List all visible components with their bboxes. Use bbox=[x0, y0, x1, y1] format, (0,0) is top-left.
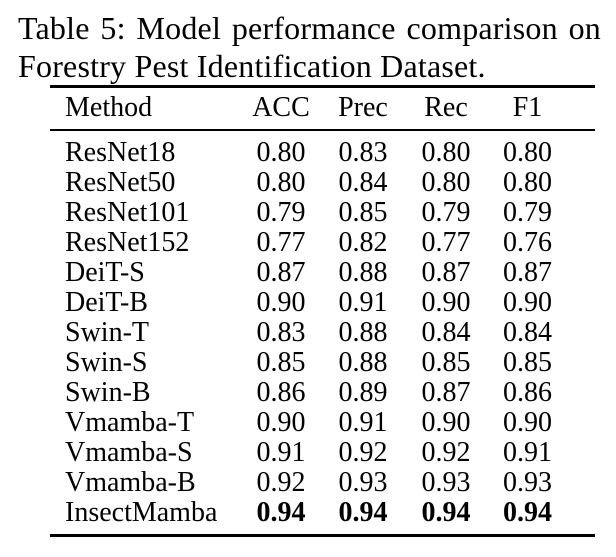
table-row: Vmamba-S 0.91 0.92 0.92 0.91 bbox=[50, 436, 595, 468]
acc-cell: 0.80 bbox=[256, 166, 306, 198]
prec-cell: 0.94 bbox=[338, 496, 388, 528]
table-row: Vmamba-T 0.90 0.91 0.90 0.90 bbox=[50, 406, 595, 438]
method-cell: DeiT-S bbox=[65, 256, 145, 288]
table-caption: Table 5: Model performance comparison on… bbox=[0, 0, 616, 85]
prec-cell: 0.91 bbox=[338, 406, 388, 438]
acc-cell: 0.90 bbox=[256, 286, 306, 318]
table-container: Method ACC Prec Rec F1 ResNet18 0.80 0.8… bbox=[50, 85, 595, 537]
header-method: Method bbox=[65, 92, 153, 124]
rec-cell: 0.90 bbox=[421, 286, 471, 318]
method-cell: ResNet101 bbox=[65, 196, 190, 228]
rec-cell: 0.87 bbox=[421, 256, 471, 288]
table-row: DeiT-S 0.87 0.88 0.87 0.87 bbox=[50, 256, 595, 288]
f1-cell: 0.90 bbox=[503, 406, 552, 438]
table-row: ResNet18 0.80 0.83 0.80 0.80 bbox=[50, 130, 595, 168]
header-rec: Rec bbox=[424, 92, 468, 124]
f1-cell: 0.86 bbox=[503, 376, 552, 408]
rec-cell: 0.80 bbox=[421, 136, 471, 168]
acc-cell: 0.86 bbox=[256, 376, 306, 408]
table-row: Swin-S 0.85 0.88 0.85 0.85 bbox=[50, 346, 595, 378]
table-row: ResNet101 0.79 0.85 0.79 0.79 bbox=[50, 196, 595, 228]
f1-cell: 0.79 bbox=[503, 196, 552, 228]
method-cell: Vmamba-S bbox=[65, 436, 193, 468]
prec-cell: 0.83 bbox=[338, 136, 388, 168]
rec-cell: 0.85 bbox=[421, 346, 471, 378]
acc-cell: 0.92 bbox=[256, 466, 306, 498]
method-cell: ResNet50 bbox=[65, 166, 176, 198]
table-row: ResNet50 0.80 0.84 0.80 0.80 bbox=[50, 166, 595, 198]
method-cell: Vmamba-B bbox=[65, 466, 196, 498]
rec-cell: 0.94 bbox=[421, 496, 471, 528]
table-row: DeiT-B 0.90 0.91 0.90 0.90 bbox=[50, 286, 595, 318]
prec-cell: 0.88 bbox=[338, 346, 388, 378]
method-cell: ResNet18 bbox=[65, 136, 176, 168]
f1-cell: 0.90 bbox=[503, 286, 552, 318]
rec-cell: 0.84 bbox=[421, 316, 471, 348]
acc-cell: 0.90 bbox=[256, 406, 306, 438]
f1-cell: 0.80 bbox=[503, 136, 552, 168]
method-cell: DeiT-B bbox=[65, 286, 148, 318]
table-row: Swin-B 0.86 0.89 0.87 0.86 bbox=[50, 376, 595, 408]
header-prec: Prec bbox=[338, 92, 388, 124]
acc-cell: 0.91 bbox=[256, 436, 306, 468]
prec-cell: 0.92 bbox=[338, 436, 388, 468]
acc-cell: 0.85 bbox=[256, 346, 306, 378]
method-cell: ResNet152 bbox=[65, 226, 190, 258]
acc-cell: 0.83 bbox=[256, 316, 306, 348]
table-body: ResNet18 0.80 0.83 0.80 0.80 ResNet50 0.… bbox=[50, 130, 595, 536]
f1-cell: 0.85 bbox=[503, 346, 552, 378]
acc-cell: 0.77 bbox=[256, 226, 306, 258]
prec-cell: 0.93 bbox=[338, 466, 388, 498]
acc-cell: 0.80 bbox=[256, 136, 306, 168]
results-table: Method ACC Prec Rec F1 ResNet18 0.80 0.8… bbox=[50, 85, 595, 537]
method-cell: Swin-B bbox=[65, 376, 151, 408]
method-cell: Swin-S bbox=[65, 346, 148, 378]
f1-cell: 0.93 bbox=[503, 466, 552, 498]
paper-table-figure: Table 5: Model performance comparison on… bbox=[0, 0, 616, 537]
method-cell: Vmamba-T bbox=[65, 406, 195, 438]
prec-cell: 0.82 bbox=[338, 226, 388, 258]
prec-cell: 0.85 bbox=[338, 196, 388, 228]
rec-cell: 0.87 bbox=[421, 376, 471, 408]
prec-cell: 0.89 bbox=[338, 376, 388, 408]
f1-cell: 0.76 bbox=[503, 226, 552, 258]
rec-cell: 0.79 bbox=[421, 196, 471, 228]
rec-cell: 0.80 bbox=[421, 166, 471, 198]
table-row: ResNet152 0.77 0.82 0.77 0.76 bbox=[50, 226, 595, 258]
f1-cell: 0.87 bbox=[503, 256, 552, 288]
rec-cell: 0.90 bbox=[421, 406, 471, 438]
header-row: Method ACC Prec Rec F1 bbox=[50, 87, 595, 130]
prec-cell: 0.88 bbox=[338, 316, 388, 348]
f1-cell: 0.80 bbox=[503, 166, 552, 198]
rec-cell: 0.77 bbox=[421, 226, 471, 258]
header-f1: F1 bbox=[512, 92, 543, 124]
rec-cell: 0.93 bbox=[421, 466, 471, 498]
method-cell: InsectMamba bbox=[65, 496, 218, 528]
method-cell: Swin-T bbox=[65, 316, 149, 348]
header-acc: ACC bbox=[252, 92, 310, 124]
acc-cell: 0.87 bbox=[256, 256, 306, 288]
f1-cell: 0.84 bbox=[503, 316, 552, 348]
table-header: Method ACC Prec Rec F1 bbox=[50, 87, 595, 130]
acc-cell: 0.79 bbox=[256, 196, 306, 228]
table-row: Swin-T 0.83 0.88 0.84 0.84 bbox=[50, 316, 595, 348]
table-row: InsectMamba 0.94 0.94 0.94 0.94 bbox=[50, 496, 595, 536]
f1-cell: 0.91 bbox=[503, 436, 552, 468]
caption-line-2: Forestry Pest Identification Dataset. bbox=[18, 48, 486, 84]
acc-cell: 0.94 bbox=[256, 496, 306, 528]
prec-cell: 0.84 bbox=[338, 166, 388, 198]
prec-cell: 0.91 bbox=[338, 286, 388, 318]
table-row: Vmamba-B 0.92 0.93 0.93 0.93 bbox=[50, 466, 595, 498]
f1-cell: 0.94 bbox=[503, 496, 552, 528]
caption-line-1: Table 5: Model performance comparison on bbox=[18, 10, 601, 46]
rec-cell: 0.92 bbox=[421, 436, 471, 468]
prec-cell: 0.88 bbox=[338, 256, 388, 288]
